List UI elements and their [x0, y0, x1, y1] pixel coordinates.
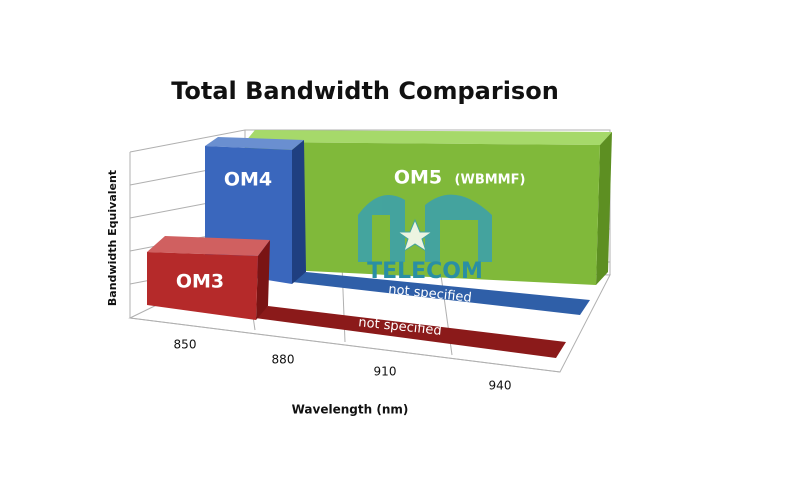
y-axis-label: Bandwidth Equivalent — [106, 170, 119, 306]
om3-bar — [147, 236, 270, 320]
om4-strip — [292, 272, 590, 315]
bar-label: OM3 — [176, 271, 224, 293]
om3-strip — [255, 306, 566, 358]
x-tick-label: 940 — [489, 379, 512, 393]
om5-bar — [245, 130, 612, 285]
bar-label: OM5 — [394, 167, 442, 189]
x-tick-label: 880 — [272, 353, 295, 367]
bar-sublabel: (WBMMF) — [455, 173, 526, 188]
watermark-logo — [358, 194, 492, 262]
strip-label: not specified — [388, 282, 473, 306]
bar-label: OM4 — [224, 169, 272, 191]
title: Total Bandwidth Comparison — [171, 77, 559, 105]
x-tick-label: 910 — [374, 365, 397, 379]
watermark-text: TELECOM — [367, 259, 483, 284]
x-tick-label: 850 — [174, 338, 197, 352]
x-axis-label: Wavelength (nm) — [292, 403, 409, 417]
